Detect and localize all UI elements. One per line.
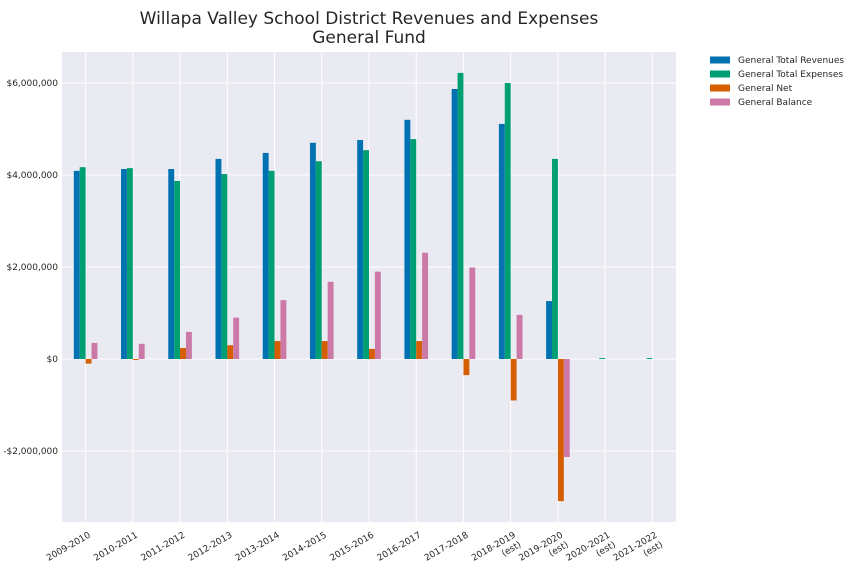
bar (599, 358, 606, 360)
bar (369, 348, 375, 360)
bar (121, 169, 127, 360)
bar (79, 167, 86, 360)
bar (357, 140, 364, 360)
bar (646, 358, 653, 360)
legend-swatch (710, 84, 730, 92)
bar (374, 271, 381, 360)
x-tick-label: 2021-2022(est) (612, 530, 665, 573)
bar (85, 359, 92, 364)
y-tick-label: $6,000,000 (6, 79, 58, 89)
bar (168, 169, 175, 360)
y-tick-label: -$2,000,000 (3, 447, 58, 457)
bar (174, 180, 181, 360)
bar (504, 83, 511, 360)
bar (469, 267, 476, 360)
x-tick-label: 2018-2019(est) (470, 530, 523, 573)
bar (233, 317, 240, 360)
bar (498, 123, 505, 360)
x-tick-label: 2010-2011 (92, 530, 139, 563)
bar (557, 359, 564, 502)
bar (132, 359, 139, 360)
bar (180, 347, 186, 360)
legend-swatch (710, 56, 730, 64)
bar (309, 142, 316, 360)
bar (321, 341, 328, 360)
bar (327, 281, 334, 360)
bar (221, 174, 228, 360)
x-tick-label: 2013-2014 (234, 530, 282, 563)
bar (274, 341, 281, 360)
y-tick-label: $4,000,000 (6, 171, 58, 181)
legend-label: General Total Revenues (738, 56, 844, 66)
bar (363, 150, 369, 360)
bar (227, 345, 234, 360)
bar (404, 119, 411, 360)
y-tick-label: $0 (47, 355, 59, 365)
bar (138, 343, 145, 360)
bar (416, 341, 423, 360)
bar (451, 88, 458, 360)
bar (315, 161, 322, 360)
bar (546, 301, 553, 360)
bar (91, 342, 98, 360)
bar (552, 158, 558, 360)
chart-title: Willapa Valley School District Revenues … (140, 9, 599, 48)
bar (457, 72, 464, 360)
y-tick-label: $2,000,000 (6, 263, 58, 273)
bar (422, 252, 429, 360)
bar (262, 152, 269, 360)
bar (280, 300, 287, 360)
x-tick-label: 2012-2013 (187, 530, 234, 563)
bar (516, 314, 523, 360)
x-tick-label: 2015-2016 (328, 530, 376, 563)
bar (268, 170, 275, 360)
x-tick-label: 2019-2020(est) (517, 530, 570, 573)
legend-swatch (710, 98, 730, 106)
legend-label: General Net (738, 84, 793, 94)
legend-swatch (710, 70, 730, 78)
x-tick-label: 2016-2017 (375, 530, 422, 563)
x-tick-label: 2014-2015 (281, 530, 328, 563)
bar (410, 139, 417, 360)
legend-label: General Total Expenses (738, 70, 843, 80)
bar (185, 331, 192, 360)
bar (510, 359, 517, 401)
bar (126, 168, 133, 360)
legend-label: General Balance (738, 98, 813, 108)
x-tick-label: 2017-2018 (423, 530, 471, 563)
x-tick-label: 2009-2010 (45, 530, 93, 563)
bar (563, 359, 570, 457)
bar (463, 359, 470, 376)
bar (73, 170, 80, 360)
x-tick-label: 2020-2021(est) (564, 530, 617, 573)
bar (215, 158, 222, 360)
x-tick-label: 2011-2012 (139, 530, 186, 563)
